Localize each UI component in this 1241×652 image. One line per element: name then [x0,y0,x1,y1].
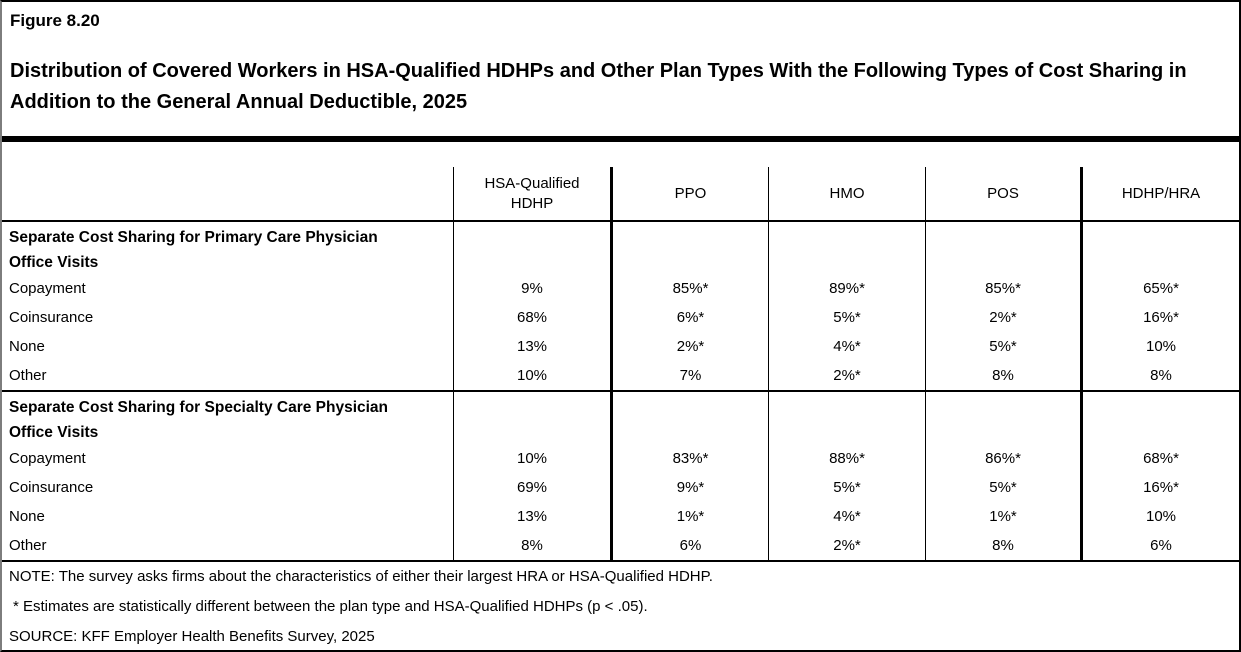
note-text: NOTE: The survey asks firms about the ch… [9,568,713,585]
table-section-specialty-care: Separate Cost Sharing for Specialty Care… [2,392,1239,562]
value-cell: 5%* [768,303,925,332]
value-cell: 1%* [610,502,768,531]
value-cell: 4%* [768,502,925,531]
empty-cell [768,392,925,444]
column-header-label: HSA-Qualified HDHP [484,174,580,212]
column-header-label: PPO [674,184,707,202]
empty-cell [768,222,925,274]
figure-number: Figure 8.20 [10,11,100,30]
empty-cell [610,392,768,444]
column-header-pos: POS [925,167,1080,220]
table-header-row: HSA-Qualified HDHP PPO HMO POS HDHP/HRA [2,167,1239,222]
value-cell: 8% [1080,361,1239,390]
value-cell: 8% [925,361,1080,390]
value-cell: 2%* [925,303,1080,332]
value-cell: 6%* [610,303,768,332]
value-cell: 7% [610,361,768,390]
source-text: SOURCE: KFF Employer Health Benefits Sur… [9,628,375,645]
row-label-copayment: Copayment [9,280,86,297]
value-cell: 16%* [1080,303,1239,332]
value-cell: 2%* [768,361,925,390]
empty-cell [925,392,1080,444]
column-header-label: POS [987,184,1019,202]
footnotes: NOTE: The survey asks firms about the ch… [9,568,1229,646]
value-cell: 88%* [768,444,925,473]
column-header-label: HDHP/HRA [1121,184,1201,202]
value-cell: 16%* [1080,473,1239,502]
value-cell: 68%* [1080,444,1239,473]
value-cell: 4%* [768,332,925,361]
section-header-label: Separate Cost Sharing for Specialty Care… [9,399,389,441]
section-header-cell: Separate Cost Sharing for Primary Care P… [2,222,453,274]
section-header-cell: Separate Cost Sharing for Specialty Care… [2,392,453,444]
value-cell: 5%* [768,473,925,502]
value-cell: 10% [453,444,610,473]
value-cell: 9%* [610,473,768,502]
value-cell: 6% [1080,531,1239,560]
value-cell: 86%* [925,444,1080,473]
value-cell: 85%* [925,274,1080,303]
title-divider-rule [2,136,1239,142]
empty-cell [925,222,1080,274]
value-cell: 83%* [610,444,768,473]
empty-cell [453,392,610,444]
value-cell: 89%* [768,274,925,303]
value-cell: 68% [453,303,610,332]
value-cell: 85%* [610,274,768,303]
value-cell: 13% [453,332,610,361]
row-label-none: None [9,508,45,525]
value-cell: 9% [453,274,610,303]
section-header-label: Separate Cost Sharing for Primary Care P… [9,229,378,271]
column-header-hsa-qualified-hdhp: HSA-Qualified HDHP [453,167,610,220]
row-label-other: Other [9,537,47,554]
column-header-label: HMO [829,184,865,202]
empty-cell [1080,392,1239,444]
asterisk-footnote-text: * Estimates are statistically different … [13,598,648,615]
empty-cell [610,222,768,274]
value-cell: 10% [453,361,610,390]
value-cell: 5%* [925,473,1080,502]
header-spacer-cell [2,167,453,220]
value-cell: 8% [925,531,1080,560]
column-header-hmo: HMO [768,167,925,220]
empty-cell [453,222,610,274]
row-label-none: None [9,338,45,355]
value-cell: 10% [1080,502,1239,531]
table-section-primary-care: Separate Cost Sharing for Primary Care P… [2,222,1239,392]
value-cell: 5%* [925,332,1080,361]
value-cell: 6% [610,531,768,560]
row-label-coinsurance: Coinsurance [9,479,94,496]
data-table: HSA-Qualified HDHP PPO HMO POS HDHP/HRA … [2,167,1239,562]
value-cell: 2%* [768,531,925,560]
value-cell: 1%* [925,502,1080,531]
empty-cell [1080,222,1239,274]
column-header-hdhp-hra: HDHP/HRA [1080,167,1239,220]
value-cell: 8% [453,531,610,560]
row-label-copayment: Copayment [9,450,86,467]
page-title: Distribution of Covered Workers in HSA-Q… [10,60,1187,113]
column-header-ppo: PPO [610,167,768,220]
value-cell: 69% [453,473,610,502]
row-label-coinsurance: Coinsurance [9,309,94,326]
value-cell: 2%* [610,332,768,361]
value-cell: 65%* [1080,274,1239,303]
row-label-other: Other [9,367,47,384]
value-cell: 13% [453,502,610,531]
value-cell: 10% [1080,332,1239,361]
